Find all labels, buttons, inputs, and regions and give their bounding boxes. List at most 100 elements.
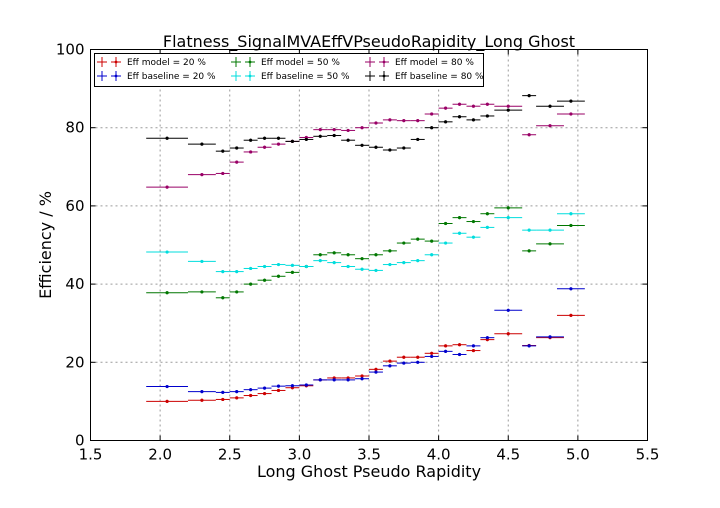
- data-point: [221, 149, 225, 153]
- data-point: [506, 216, 510, 220]
- data-point: [360, 257, 364, 261]
- data-point: [235, 146, 239, 150]
- legend: Eff model = 20 % Eff baseline = 20 % Eff m…: [94, 53, 484, 87]
- series-layer: [146, 94, 585, 403]
- data-point: [485, 102, 489, 106]
- data-point: [506, 332, 510, 336]
- data-point: [200, 290, 204, 294]
- x-tick-label: 3.0: [287, 446, 311, 464]
- data-point: [262, 264, 267, 269]
- data-point: [527, 249, 531, 253]
- y-tick-label: 0: [75, 432, 85, 450]
- legend-marker-point: [248, 74, 252, 78]
- data-point: [200, 259, 204, 264]
- data-point: [290, 270, 295, 274]
- data-point: [346, 253, 350, 257]
- data-point: [346, 264, 350, 269]
- data-point: [318, 259, 322, 263]
- legend-marker-point: [114, 74, 118, 78]
- data-point: [304, 383, 308, 387]
- data-point: [569, 313, 573, 317]
- data-point: [527, 228, 531, 232]
- data-point: [200, 390, 204, 394]
- data-point: [443, 344, 448, 348]
- data-point: [346, 128, 350, 133]
- data-point: [374, 145, 378, 149]
- x-tick-label: 1.5: [79, 446, 103, 464]
- data-point: [506, 206, 510, 210]
- data-point: [221, 171, 225, 176]
- data-point: [332, 378, 336, 382]
- data-point: [249, 388, 253, 392]
- data-point: [416, 119, 420, 123]
- data-point: [346, 378, 350, 382]
- data-point: [471, 219, 476, 224]
- data-point: [527, 94, 531, 98]
- data-point: [471, 118, 476, 122]
- data-point: [443, 120, 448, 124]
- data-point: [457, 231, 462, 235]
- data-point: [318, 253, 322, 257]
- data-point: [527, 133, 531, 137]
- data-point: [388, 359, 392, 363]
- data-point: [548, 242, 552, 246]
- data-point: [332, 260, 336, 265]
- legend-label: Eff baseline = 20 %: [127, 72, 216, 82]
- data-point: [200, 398, 204, 402]
- series-5: [146, 102, 585, 189]
- x-tick-label: 4.5: [496, 446, 520, 464]
- data-point: [235, 160, 239, 164]
- data-point: [374, 253, 378, 257]
- grid: [90, 49, 648, 441]
- data-point: [221, 269, 225, 274]
- legend-entry: Eff model = 20 %: [97, 57, 206, 68]
- data-point: [360, 377, 364, 381]
- data-point: [506, 308, 510, 312]
- data-point: [221, 390, 225, 395]
- legend-label: Eff baseline = 80 %: [395, 72, 484, 82]
- data-point: [290, 139, 295, 143]
- data-point: [471, 344, 476, 348]
- data-point: [235, 290, 239, 294]
- data-point: [276, 388, 281, 393]
- data-point: [332, 251, 336, 255]
- data-point: [402, 146, 406, 150]
- legend-label: Eff baseline = 50 %: [261, 72, 350, 82]
- x-tick-label: 4.0: [427, 446, 451, 464]
- data-point: [548, 104, 552, 108]
- data-point: [548, 228, 552, 232]
- data-point: [430, 239, 434, 243]
- data-point: [262, 391, 267, 396]
- data-point: [360, 267, 364, 271]
- data-point: [276, 274, 281, 278]
- series-2: [146, 287, 585, 395]
- data-point: [388, 262, 392, 267]
- data-point: [360, 126, 364, 130]
- data-point: [416, 355, 420, 359]
- data-point: [200, 142, 204, 146]
- data-point: [388, 249, 392, 253]
- data-point: [262, 278, 267, 282]
- x-axis-label: Long Ghost Pseudo Rapidity: [257, 462, 481, 481]
- data-point: [443, 241, 448, 245]
- data-point: [430, 112, 434, 116]
- y-tick-label: 60: [65, 197, 84, 215]
- data-point: [165, 384, 169, 389]
- data-point: [569, 287, 573, 291]
- data-point: [304, 264, 308, 269]
- data-point: [249, 266, 253, 271]
- data-point: [360, 143, 364, 147]
- data-point: [318, 128, 322, 132]
- data-point: [443, 349, 448, 353]
- data-point: [304, 137, 308, 142]
- data-point: [200, 173, 204, 177]
- data-point: [165, 291, 169, 295]
- x-tick-label: 5.5: [636, 446, 660, 464]
- legend-marker-point: [382, 74, 386, 78]
- y-tick-label: 80: [65, 119, 84, 137]
- legend-entry: Eff baseline = 20 %: [97, 71, 216, 82]
- data-point: [569, 212, 573, 216]
- data-point: [346, 138, 350, 142]
- data-point: [485, 212, 489, 216]
